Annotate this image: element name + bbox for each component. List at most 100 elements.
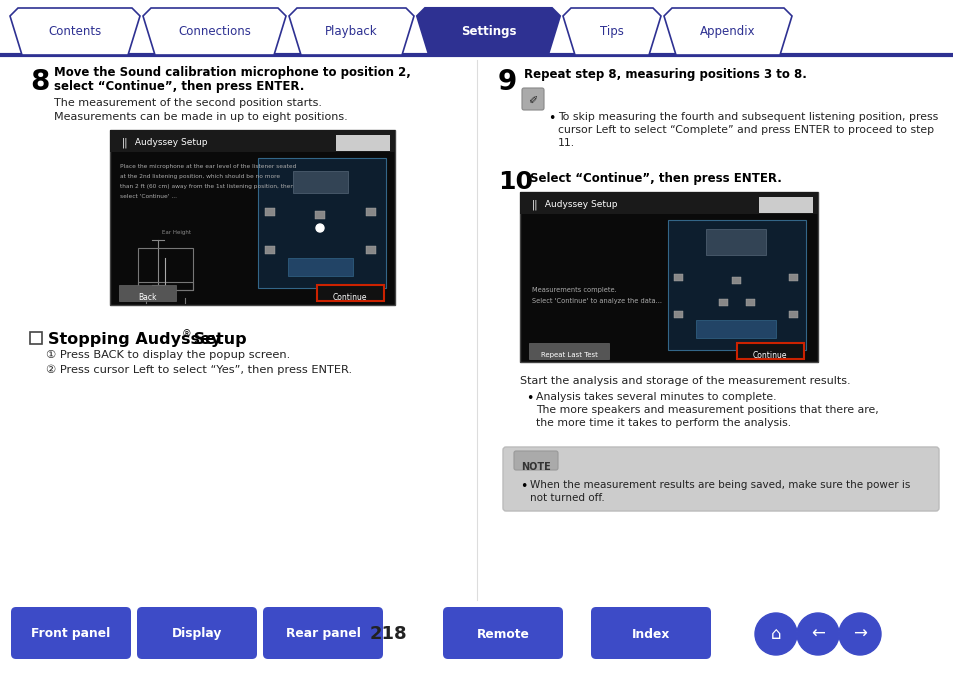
Text: Index: Index [631, 627, 669, 641]
FancyBboxPatch shape [293, 171, 348, 193]
FancyBboxPatch shape [673, 274, 682, 281]
Text: ||: || [122, 138, 129, 149]
FancyBboxPatch shape [502, 447, 938, 511]
Text: 218: 218 [369, 625, 406, 643]
Polygon shape [416, 8, 559, 55]
FancyBboxPatch shape [673, 311, 682, 318]
Text: →: → [852, 625, 866, 643]
Text: Display: Display [172, 627, 222, 641]
Polygon shape [562, 8, 660, 55]
Text: ||: || [532, 200, 537, 211]
Circle shape [315, 224, 324, 232]
Text: To skip measuring the fourth and subsequent listening position, press
cursor Lef: To skip measuring the fourth and subsequ… [558, 112, 937, 149]
FancyBboxPatch shape [745, 299, 754, 306]
Text: Continue: Continue [752, 351, 786, 361]
Text: NOTE: NOTE [520, 462, 550, 472]
FancyBboxPatch shape [719, 299, 727, 306]
Text: select 'Continue' ...: select 'Continue' ... [120, 194, 177, 199]
Text: Setup: Setup [188, 332, 247, 347]
Text: Start the analysis and storage of the measurement results.: Start the analysis and storage of the me… [519, 376, 850, 386]
Text: Audyssey Setup: Audyssey Setup [132, 138, 208, 147]
FancyBboxPatch shape [288, 258, 353, 276]
Text: Ear Height: Ear Height [162, 230, 191, 235]
Text: Playback: Playback [325, 25, 377, 38]
Text: Settings: Settings [460, 25, 516, 38]
Text: •: • [525, 392, 533, 405]
FancyBboxPatch shape [265, 208, 274, 216]
Text: Analysis takes several minutes to complete.
The more speakers and measurement po: Analysis takes several minutes to comple… [536, 392, 878, 429]
FancyBboxPatch shape [788, 274, 797, 281]
FancyBboxPatch shape [110, 130, 395, 152]
FancyBboxPatch shape [737, 343, 803, 359]
FancyBboxPatch shape [590, 607, 710, 659]
Text: •: • [547, 112, 555, 125]
Text: Measurements can be made in up to eight positions.: Measurements can be made in up to eight … [54, 112, 348, 122]
Text: ←: ← [810, 625, 824, 643]
Text: Repeat Last Test: Repeat Last Test [540, 351, 597, 357]
Text: 8: 8 [30, 68, 50, 96]
Circle shape [796, 613, 838, 655]
FancyBboxPatch shape [119, 285, 175, 301]
Circle shape [754, 613, 796, 655]
Text: ⌂: ⌂ [770, 625, 781, 643]
FancyBboxPatch shape [759, 197, 812, 213]
Polygon shape [289, 8, 414, 55]
Text: Select 'Continue' to analyze the data...: Select 'Continue' to analyze the data... [532, 298, 661, 304]
FancyBboxPatch shape [788, 311, 797, 318]
Text: Select “Continue”, then press ENTER.: Select “Continue”, then press ENTER. [530, 172, 781, 185]
FancyBboxPatch shape [263, 607, 382, 659]
FancyBboxPatch shape [705, 229, 765, 255]
FancyBboxPatch shape [316, 285, 384, 301]
Text: Repeat step 8, measuring positions 3 to 8.: Repeat step 8, measuring positions 3 to … [523, 68, 806, 81]
FancyBboxPatch shape [30, 332, 42, 344]
FancyBboxPatch shape [265, 246, 274, 254]
Text: select “Continue”, then press ENTER.: select “Continue”, then press ENTER. [54, 80, 304, 93]
FancyBboxPatch shape [519, 192, 817, 362]
Text: Measurements complete.: Measurements complete. [532, 287, 616, 293]
Polygon shape [143, 8, 286, 55]
FancyBboxPatch shape [519, 192, 817, 214]
FancyBboxPatch shape [314, 211, 325, 219]
Text: Tips: Tips [599, 25, 623, 38]
Text: ② Press cursor Left to select “Yes”, then press ENTER.: ② Press cursor Left to select “Yes”, the… [46, 365, 352, 376]
FancyBboxPatch shape [110, 130, 395, 305]
Circle shape [838, 613, 880, 655]
Polygon shape [10, 8, 140, 55]
Text: Contents: Contents [49, 25, 102, 38]
Text: ① Press BACK to display the popup screen.: ① Press BACK to display the popup screen… [46, 350, 290, 360]
FancyBboxPatch shape [335, 135, 390, 151]
Text: Move the Sound calibration microphone to position 2,: Move the Sound calibration microphone to… [54, 66, 411, 79]
Text: Front panel: Front panel [31, 627, 111, 641]
Text: Place the microphone at the ear level of the listener seated: Place the microphone at the ear level of… [120, 164, 296, 169]
FancyBboxPatch shape [366, 208, 375, 216]
Text: The measurement of the second position starts.: The measurement of the second position s… [54, 98, 322, 108]
Text: 9: 9 [497, 68, 517, 96]
FancyBboxPatch shape [667, 220, 805, 350]
Text: Back: Back [138, 293, 157, 302]
FancyBboxPatch shape [11, 607, 131, 659]
Text: Connections: Connections [178, 25, 251, 38]
FancyBboxPatch shape [731, 277, 740, 284]
Text: ®: ® [182, 329, 192, 339]
Polygon shape [663, 8, 791, 55]
FancyBboxPatch shape [366, 246, 375, 254]
Text: Stopping Audyssey: Stopping Audyssey [48, 332, 221, 347]
FancyBboxPatch shape [696, 320, 775, 338]
Text: •: • [519, 480, 527, 493]
Text: than 2 ft (60 cm) away from the 1st listening position, then: than 2 ft (60 cm) away from the 1st list… [120, 184, 294, 189]
FancyBboxPatch shape [257, 158, 386, 288]
Text: Remote: Remote [476, 627, 529, 641]
FancyBboxPatch shape [529, 343, 608, 359]
Text: Rear panel: Rear panel [285, 627, 360, 641]
FancyBboxPatch shape [521, 88, 543, 110]
Text: Continue: Continue [333, 293, 367, 302]
Text: Audyssey Setup: Audyssey Setup [541, 200, 617, 209]
Text: When the measurement results are being saved, make sure the power is
not turned : When the measurement results are being s… [530, 480, 909, 503]
FancyBboxPatch shape [442, 607, 562, 659]
Text: at the 2nd listening position, which should be no more: at the 2nd listening position, which sho… [120, 174, 280, 179]
Text: Appendix: Appendix [700, 25, 755, 38]
FancyBboxPatch shape [514, 451, 558, 470]
Text: 10: 10 [497, 170, 533, 194]
FancyBboxPatch shape [137, 607, 256, 659]
Text: ✐: ✐ [528, 96, 537, 106]
